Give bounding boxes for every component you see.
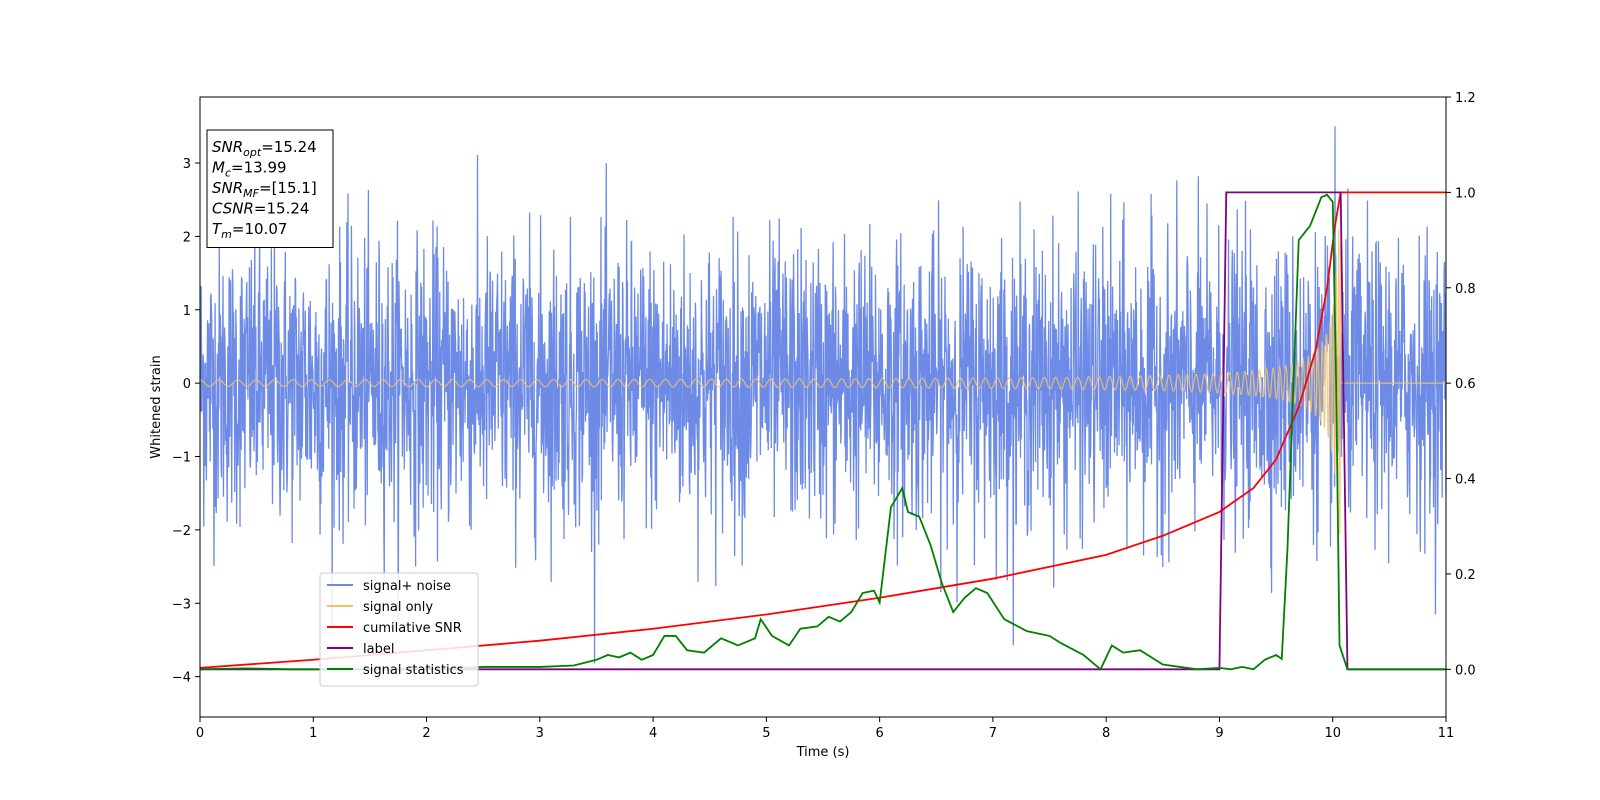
x-tick-label: 1 <box>309 726 317 741</box>
y-tick-label: 3 <box>183 157 191 172</box>
y-tick-label: 0 <box>183 377 191 392</box>
y-axis-left: −4 −3 −2 −1 0 1 2 3 <box>172 157 200 686</box>
x-tick-label: 2 <box>422 726 430 741</box>
y-tick-label: −4 <box>172 671 191 686</box>
legend-label: signal only <box>363 600 433 615</box>
x-tick-label: 6 <box>875 726 883 741</box>
stats-box-frame <box>206 129 334 248</box>
x-tick-label: 9 <box>1215 726 1223 741</box>
y2-tick-label: 1.2 <box>1455 91 1476 106</box>
y-axis-right: 0.0 0.2 0.4 0.6 0.8 1.0 1.2 <box>1446 91 1476 678</box>
x-tick-label: 11 <box>1438 726 1455 741</box>
stats-line: Mc=13.99 <box>212 159 287 180</box>
stats-box: SNRopt=15.24Mc=13.99SNRMF=[15.1]CSNR=15.… <box>206 129 334 248</box>
x-tick-label: 3 <box>536 726 544 741</box>
y2-tick-label: 0.8 <box>1455 282 1476 297</box>
plot-frame <box>199 96 1447 718</box>
legend-label: cumilative SNR <box>363 621 462 636</box>
y2-tick-label: 1.0 <box>1455 186 1476 201</box>
legend-frame <box>319 572 479 687</box>
x-axis: 0 1 2 3 4 5 6 7 8 9 10 11 <box>196 717 1454 741</box>
series-cumilative-snr <box>200 191 1446 669</box>
x-tick-label: 8 <box>1102 726 1110 741</box>
series-signal-only <box>200 229 1446 535</box>
x-tick-label: 5 <box>762 726 770 741</box>
y2-tick-label: 0.6 <box>1455 377 1476 392</box>
stats-line: Tm=10.07 <box>212 220 287 241</box>
legend-label: signal statistics <box>363 663 464 678</box>
y-tick-label: 2 <box>183 230 191 245</box>
legend-label: label <box>363 642 394 657</box>
x-tick-label: 0 <box>196 726 204 741</box>
x-tick-label: 4 <box>649 726 657 741</box>
y2-tick-label: 0.4 <box>1455 473 1476 488</box>
series-signal-noise <box>200 126 1446 664</box>
legend: signal+ noise signal only cumilative SNR la… <box>319 572 479 687</box>
series-signal-statistics <box>200 193 1446 671</box>
y-tick-label: −1 <box>172 451 191 466</box>
legend-label: signal+ noise <box>363 579 451 594</box>
y-axis-title: Whitened strain <box>149 355 164 458</box>
stats-line: CSNR=15.24 <box>212 200 309 218</box>
y2-tick-label: 0.2 <box>1455 568 1476 583</box>
x-axis-title: Time (s) <box>796 745 850 760</box>
x-tick-label: 7 <box>989 726 997 741</box>
stats-line: SNRopt=15.24 <box>212 138 317 159</box>
y-tick-label: −3 <box>172 597 191 612</box>
y-tick-label: −2 <box>172 524 191 539</box>
y-tick-label: 1 <box>183 304 191 319</box>
stats-line: SNRMF=[15.1] <box>212 179 317 200</box>
x-tick-label: 10 <box>1324 726 1341 741</box>
y2-tick-label: 0.0 <box>1455 663 1476 678</box>
